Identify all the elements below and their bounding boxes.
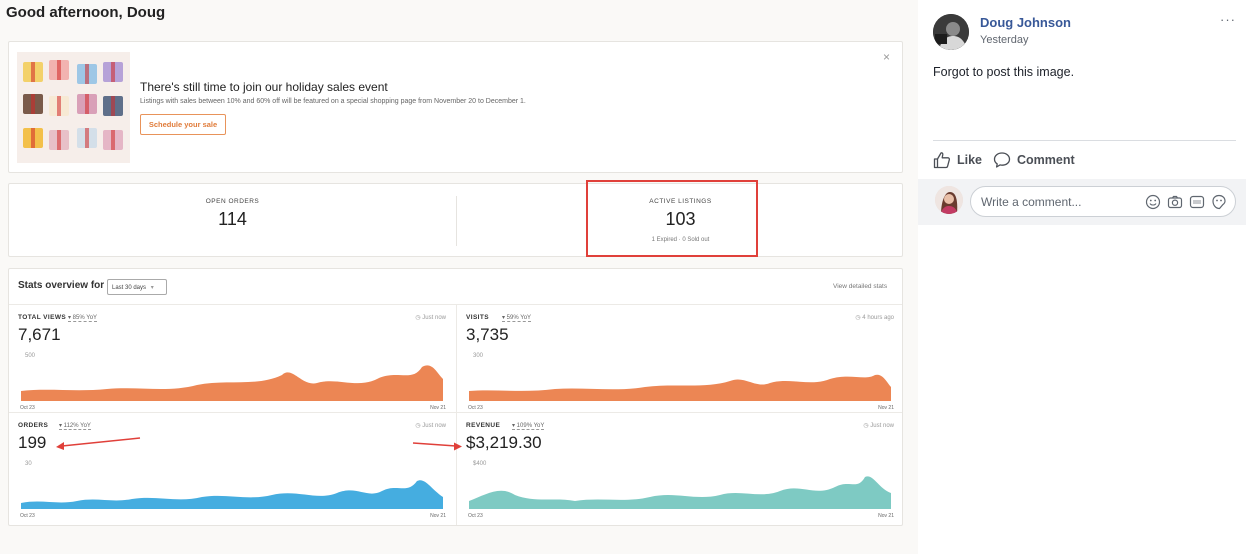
updated-time: ◷ Just now	[415, 315, 446, 321]
gif-icon[interactable]	[1189, 194, 1205, 210]
stat-value: 7,671	[18, 325, 61, 344]
stat-label: TOTAL VIEWS	[18, 314, 67, 321]
divider	[9, 412, 902, 413]
y-tick-label: 300	[473, 353, 484, 359]
x-tick-label: Oct 23	[20, 513, 35, 519]
annotation-highlight-box	[586, 180, 758, 257]
x-tick-label: Nov 21	[878, 513, 894, 519]
like-label: Like	[957, 153, 983, 167]
dashboard-screenshot[interactable]: Good afternoon, Doug There's still time …	[0, 0, 918, 554]
kpi-card: OPEN ORDERS 114 ACTIVE LISTINGS 103 1 Ex…	[8, 183, 903, 257]
divider	[9, 304, 902, 305]
annotation-arrows	[56, 437, 462, 451]
sticker-icon[interactable]	[1211, 194, 1227, 210]
arrowhead	[454, 442, 462, 451]
banner-subtitle: Listings with sales between 10% and 60% …	[140, 98, 526, 105]
updated-time: ◷ Just now	[863, 423, 894, 429]
comment-placeholder: Write a comment...	[981, 195, 1082, 209]
chart-area	[469, 476, 891, 509]
more-options-icon[interactable]: ···	[1220, 12, 1236, 27]
viewer-avatar[interactable]	[935, 186, 963, 214]
comment-button[interactable]: Comment	[993, 150, 1075, 170]
emoji-icon[interactable]	[1145, 194, 1161, 210]
chart-area	[21, 480, 443, 509]
divider	[456, 196, 457, 246]
kpi-value: 103	[665, 209, 696, 229]
author-name[interactable]: Doug Johnson	[980, 15, 1071, 30]
kpi-value: 114	[218, 209, 247, 229]
area-chart	[469, 476, 891, 509]
gifts-image	[17, 52, 130, 163]
yoy-change: ▾ 59% YoY	[502, 315, 532, 322]
stat-label: VISITS	[466, 314, 489, 321]
stat-panel-total-views[interactable]: TOTAL VIEWS ▾ 85% YoY ◷ Just now 7,671 5…	[9, 305, 456, 413]
post-timestamp[interactable]: Yesterday	[980, 34, 1029, 46]
author-photo	[933, 14, 969, 50]
comment-input[interactable]: Write a comment...	[970, 186, 1236, 217]
author-avatar[interactable]	[933, 14, 969, 50]
updated-time: ◷ Just now	[415, 423, 446, 429]
view-detailed-stats-link[interactable]: View detailed stats	[833, 283, 888, 290]
stat-value: 3,735	[466, 325, 509, 344]
stats-title: Stats overview for	[18, 280, 105, 291]
comment-label: Comment	[1017, 153, 1075, 167]
x-tick-label: Oct 23	[20, 405, 35, 411]
camera-icon[interactable]	[1167, 194, 1183, 210]
stat-panel-orders[interactable]: ORDERS ▾ 112% YoY ◷ Just now 199 30 Oct …	[9, 413, 456, 521]
stat-panel-revenue[interactable]: REVENUE ▾ 109% YoY ◷ Just now $3,219.30 …	[457, 413, 904, 521]
updated-time: ◷ 4 hours ago	[855, 315, 894, 321]
area-chart	[21, 480, 443, 509]
post-text: Forgot to post this image.	[933, 65, 1075, 79]
arrow-line	[61, 437, 141, 447]
yoy-change: ▾ 112% YoY	[59, 423, 91, 430]
stat-label: ORDERS	[18, 422, 49, 429]
comment-bubble-icon	[993, 152, 1011, 168]
yoy-change: ▾ 109% YoY	[512, 423, 545, 430]
arrowhead	[56, 442, 64, 450]
stat-value: 199	[18, 433, 47, 452]
stats-overview: Stats overview for Last 30 days ▾ View d…	[8, 268, 903, 526]
chevron-down-icon: ▾	[150, 285, 154, 291]
chart-area	[21, 365, 443, 401]
divider	[456, 304, 457, 525]
y-tick-label: $400	[473, 461, 487, 467]
chart-area	[469, 374, 891, 401]
comment-composer: Write a comment...	[918, 179, 1246, 225]
holiday-banner: There's still time to join our holiday s…	[8, 41, 903, 173]
x-tick-label: Nov 21	[430, 513, 446, 519]
schedule-sale-button[interactable]: Schedule your sale	[140, 114, 226, 135]
kpi-active-listings[interactable]: ACTIVE LISTINGS 103 1 Expired · 0 Sold o…	[457, 184, 904, 258]
banner-title: There's still time to join our holiday s…	[140, 80, 388, 94]
x-tick-label: Nov 21	[430, 405, 446, 411]
area-chart	[21, 365, 443, 401]
kpi-open-orders[interactable]: OPEN ORDERS 114	[9, 184, 456, 258]
thumbs-up-icon	[933, 152, 951, 169]
divider	[933, 140, 1236, 141]
facebook-post: Doug Johnson Yesterday ··· Forgot to pos…	[918, 0, 1246, 554]
kpi-label: ACTIVE LISTINGS	[649, 198, 712, 205]
greeting-title: Good afternoon, Doug	[6, 4, 166, 21]
area-chart	[469, 374, 891, 401]
viewer-photo	[935, 186, 963, 214]
stat-label: REVENUE	[466, 422, 501, 429]
x-tick-label: Oct 23	[468, 405, 483, 411]
kpi-label: OPEN ORDERS	[205, 198, 260, 205]
like-button[interactable]: Like	[933, 150, 982, 170]
kpi-subtext: 1 Expired · 0 Sold out	[651, 237, 710, 243]
x-tick-label: Oct 23	[468, 513, 483, 519]
x-tick-label: Nov 21	[878, 405, 894, 411]
y-tick-label: 30	[25, 461, 32, 467]
composer-icons	[1145, 194, 1227, 210]
date-range-select[interactable]: Last 30 days ▾	[107, 279, 167, 295]
arrow-line	[412, 442, 457, 447]
y-tick-label: 500	[25, 353, 36, 359]
close-icon[interactable]: ×	[883, 50, 891, 64]
stat-panel-visits[interactable]: VISITS ▾ 59% YoY ◷ 4 hours ago 3,735 300…	[457, 305, 904, 413]
stat-value: $3,219.30	[466, 433, 542, 452]
yoy-change: ▾ 85% YoY	[68, 315, 98, 322]
date-range-value: Last 30 days	[112, 285, 147, 291]
